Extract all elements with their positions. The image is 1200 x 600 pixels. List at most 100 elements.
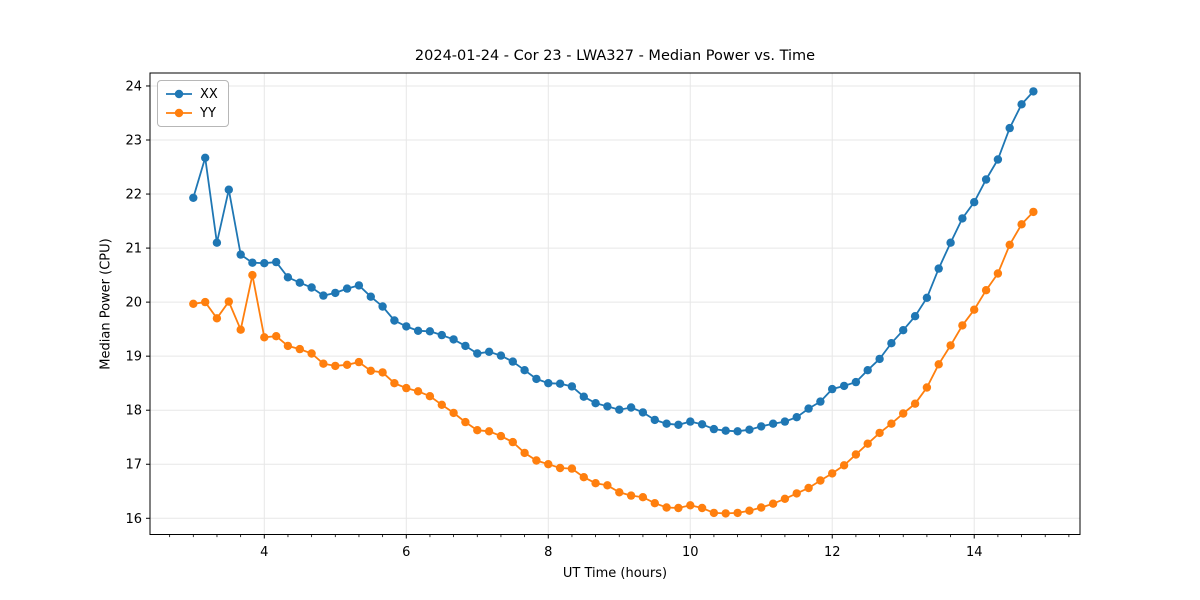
- series-XX-marker: [189, 193, 198, 202]
- series-YY-marker: [686, 501, 695, 510]
- series-YY-marker: [768, 499, 778, 508]
- series-XX-marker: [615, 405, 624, 414]
- series-YY-marker: [449, 408, 458, 418]
- series-YY-marker: [260, 333, 269, 342]
- series-YY-marker: [236, 325, 245, 334]
- series-YY-marker: [1005, 240, 1014, 249]
- series-XX-marker: [970, 198, 979, 207]
- series-YY-marker: [390, 379, 399, 388]
- series-XX-marker: [697, 420, 707, 429]
- series-XX-marker: [307, 283, 316, 292]
- series-YY-marker: [733, 508, 742, 518]
- y-tick-label: 16: [125, 512, 142, 527]
- series-XX: [189, 87, 1038, 436]
- y-axis-ticks: 16 17 18 19 20 21 22 23 24: [125, 79, 150, 527]
- series-YY-marker: [780, 494, 790, 503]
- series-XX-marker: [674, 420, 683, 429]
- series-XX-marker: [402, 322, 411, 331]
- series-YY-marker: [804, 483, 813, 493]
- series-XX-marker: [603, 402, 612, 411]
- x-tick-label: 8: [544, 545, 552, 560]
- series-YY-marker: [378, 368, 387, 377]
- series-XX-marker: [319, 291, 328, 300]
- series-XX-marker: [342, 284, 352, 293]
- series-YY-marker: [532, 456, 541, 465]
- series-YY-marker: [1017, 220, 1026, 229]
- series-YY-marker: [615, 488, 624, 497]
- legend-sample-xx: [166, 89, 192, 99]
- series-XX-marker: [378, 302, 387, 311]
- series-YY-marker: [272, 332, 281, 341]
- series-XX-marker: [260, 259, 269, 268]
- series-XX-marker: [910, 312, 920, 321]
- series-XX-marker: [567, 382, 577, 391]
- series-YY-marker: [981, 286, 991, 295]
- series-XX-marker: [591, 399, 600, 408]
- series-YY-marker: [792, 489, 801, 498]
- series-XX-marker: [212, 238, 222, 247]
- series-XX-marker: [201, 153, 210, 162]
- series-YY-marker: [402, 383, 411, 393]
- series-XX-marker: [532, 374, 541, 384]
- series-YY-marker: [970, 305, 979, 314]
- series-YY-marker: [496, 431, 506, 441]
- series-YY-marker: [295, 344, 304, 354]
- legend-label: YY: [200, 105, 216, 121]
- series-XX-marker: [1029, 87, 1038, 96]
- legend-sample-yy: [166, 108, 192, 118]
- series-XX-marker: [390, 316, 399, 325]
- series-XX-marker: [484, 347, 494, 356]
- series-XX-marker: [331, 288, 340, 298]
- series-YY-marker: [828, 469, 837, 478]
- series-YY-marker: [544, 460, 553, 469]
- series-YY-marker: [555, 463, 565, 473]
- series-XX-marker: [934, 264, 943, 273]
- y-tick-label: 21: [125, 242, 142, 257]
- series-YY-marker: [662, 503, 671, 512]
- series-XX-marker: [224, 185, 233, 194]
- series-XX-marker: [863, 366, 872, 375]
- series-YY-marker: [508, 437, 517, 447]
- series-XX-marker: [272, 257, 281, 267]
- series-YY-marker: [650, 499, 659, 508]
- series-YY: [189, 207, 1038, 518]
- series-YY-marker: [887, 419, 896, 428]
- series-XX-marker: [508, 357, 517, 366]
- legend-item-yy: YY: [165, 105, 218, 121]
- x-tick-label: 14: [966, 545, 983, 560]
- series-YY-marker: [816, 476, 825, 485]
- series-YY-marker: [899, 409, 908, 418]
- series-YY-marker: [851, 450, 861, 459]
- series-XX-marker: [780, 417, 790, 426]
- series-XX-marker: [993, 155, 1003, 164]
- series-YY-marker: [567, 464, 577, 473]
- series-XX-marker: [626, 403, 636, 412]
- series-XX-marker: [981, 175, 991, 184]
- series-YY-marker: [626, 491, 636, 500]
- y-tick-label: 17: [125, 458, 142, 473]
- x-axis-ticks: 4 6 8 10 12 14: [260, 534, 983, 560]
- series-XX-marker: [875, 354, 884, 364]
- series-XX-marker: [686, 417, 695, 426]
- series-XX-marker: [946, 238, 955, 247]
- series-XX-marker: [922, 293, 932, 302]
- series-XX-marker: [828, 384, 837, 394]
- series-XX-marker: [1017, 100, 1026, 109]
- series-XX-marker: [887, 339, 896, 348]
- series-YY-marker: [307, 349, 316, 358]
- series-XX-marker: [650, 415, 659, 425]
- series-YY-marker: [354, 357, 364, 367]
- y-tick-label: 23: [125, 134, 142, 149]
- y-axis-label: Median Power (CPU): [98, 238, 114, 370]
- series-YY-marker: [958, 321, 967, 330]
- x-tick-label: 10: [682, 545, 699, 560]
- series-YY-marker: [331, 361, 340, 371]
- series-XX-marker: [804, 404, 813, 413]
- series-YY-marker: [603, 481, 612, 490]
- y-tick-label: 24: [125, 79, 142, 94]
- series-YY-marker: [934, 360, 943, 369]
- series-YY-marker: [993, 269, 1003, 278]
- series-XX-marker: [899, 326, 908, 335]
- series-YY-marker: [922, 383, 932, 392]
